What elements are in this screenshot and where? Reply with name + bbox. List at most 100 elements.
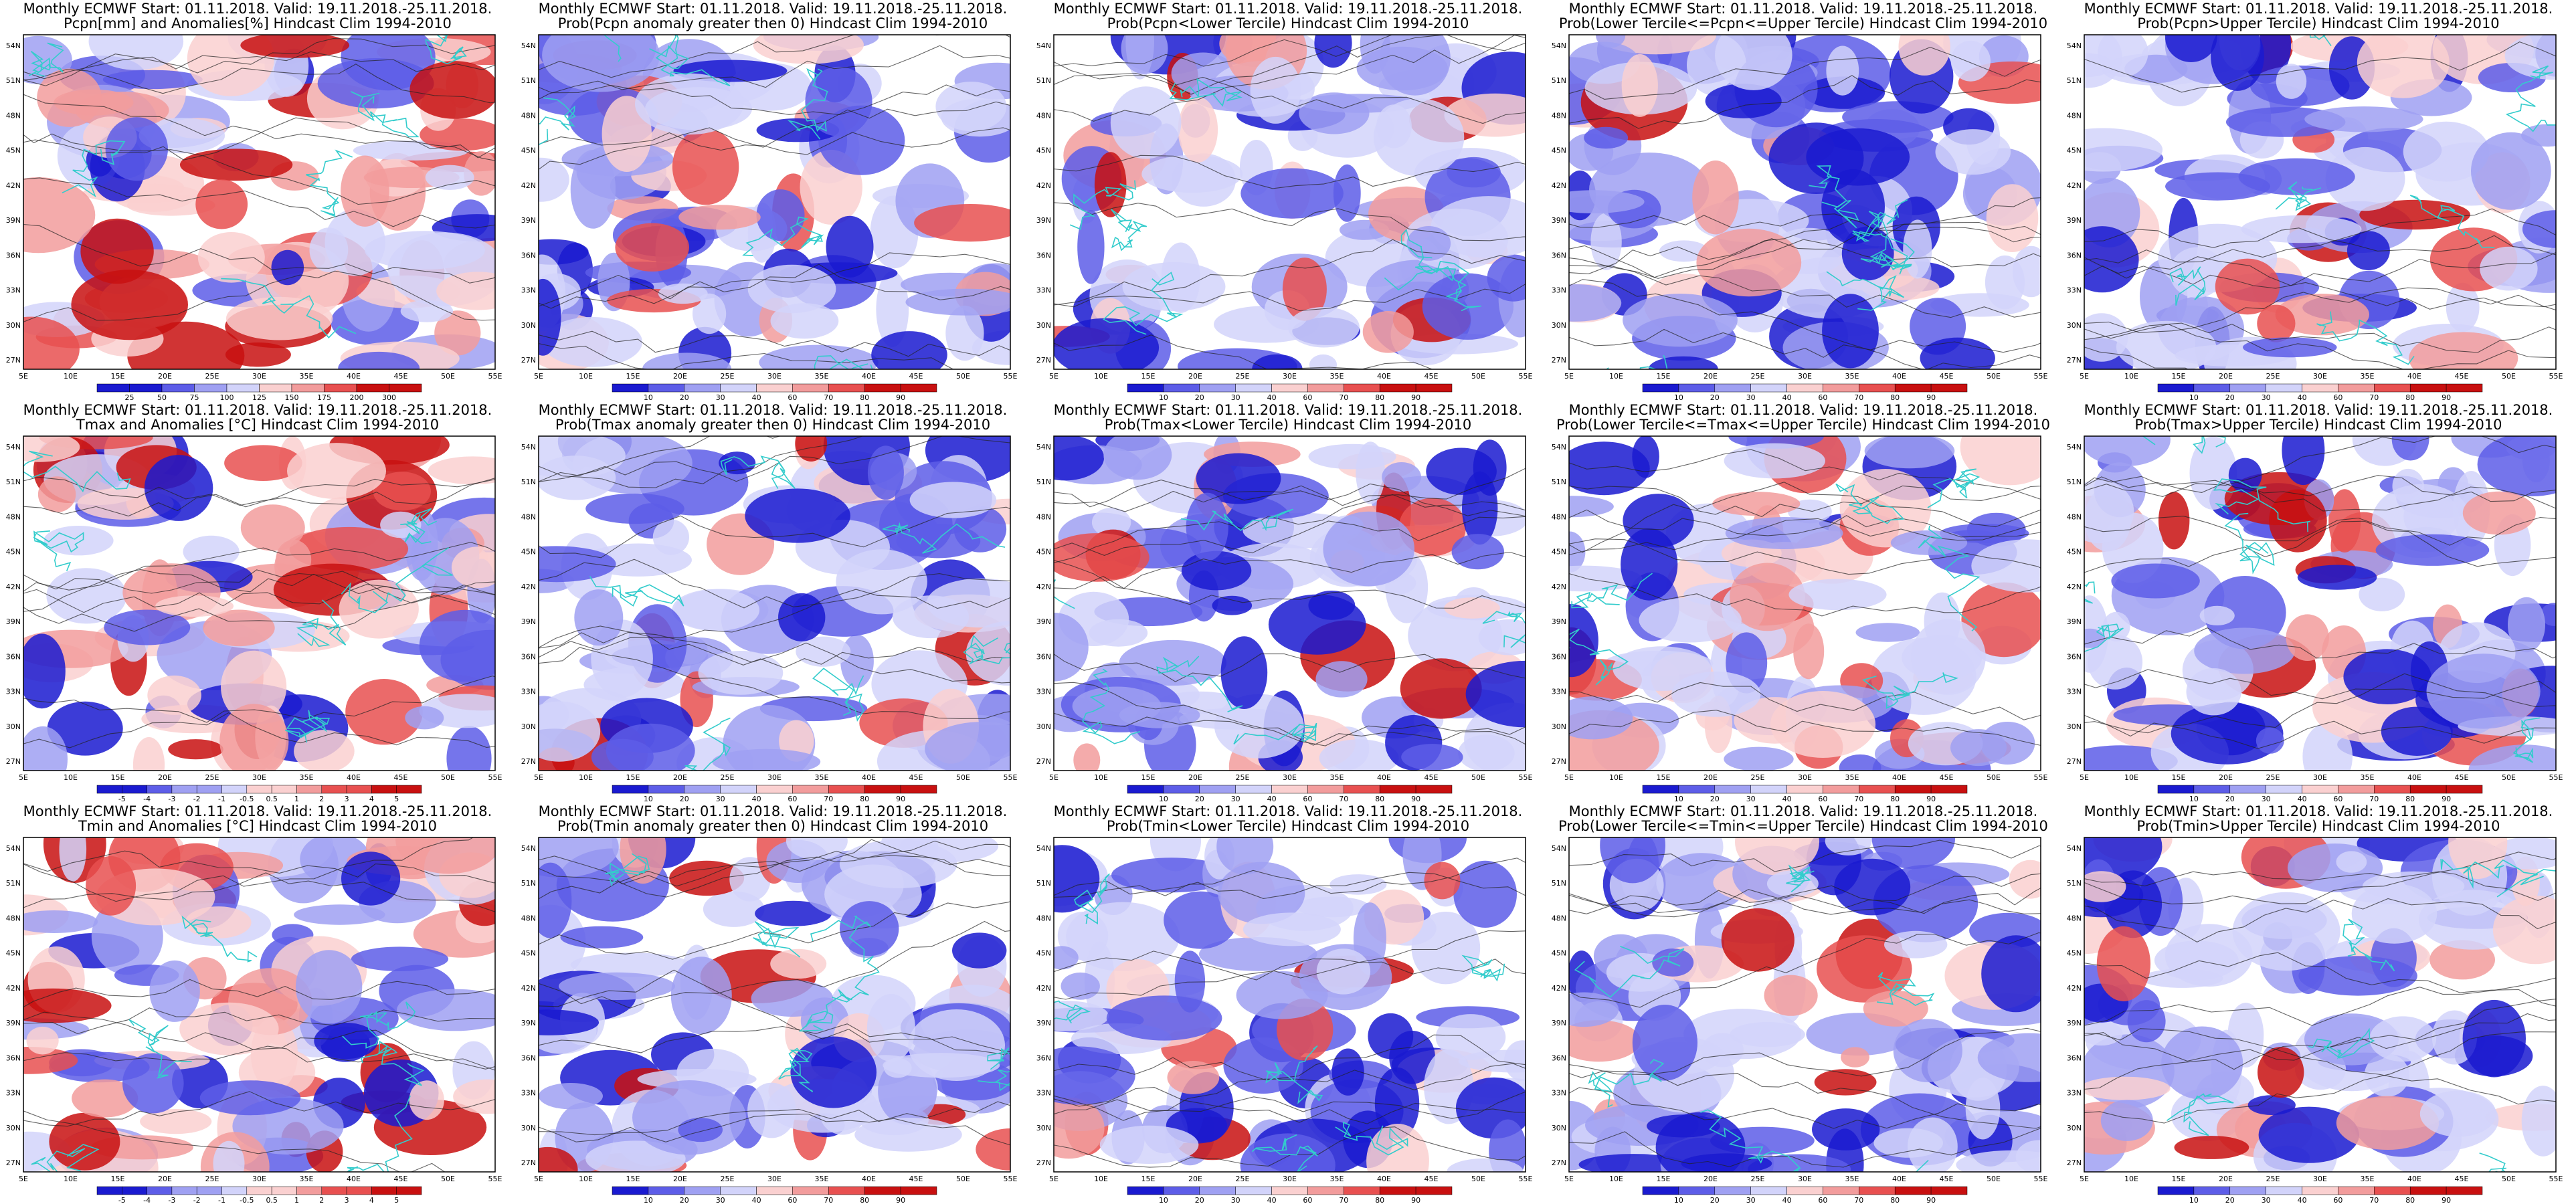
field-patch <box>2158 492 2190 550</box>
contour-line <box>23 712 495 748</box>
lon-tick-label: 20E <box>2219 773 2233 782</box>
lat-tick-label: 30N <box>2067 722 2082 731</box>
panel-title: Monthly ECMWF Start: 01.11.2018. Valid: … <box>1030 1 1546 31</box>
colorbar-label: 40 <box>752 393 761 401</box>
colorbar-label: 90 <box>1926 1196 1936 1204</box>
panel-title-line2: Prob(Lower Tercile<=Tmin<=Upper Tercile)… <box>1558 818 2048 834</box>
colorbar-label: 150 <box>285 393 299 401</box>
field-patch <box>2186 668 2241 716</box>
colorbar-segment <box>2374 1186 2411 1195</box>
field-patch <box>1855 623 1920 642</box>
field-patch <box>1250 56 1301 124</box>
colorbar-label: 40 <box>1782 1196 1792 1204</box>
field-patch <box>1164 891 1238 949</box>
colorbar-segment <box>2409 785 2447 794</box>
field-patch <box>1960 436 2041 486</box>
field-patch <box>1834 858 1911 916</box>
field-patch <box>1110 86 1182 159</box>
field-patch <box>1054 533 1149 582</box>
colorbar-label: 90 <box>896 795 905 803</box>
colorbar-label: 100 <box>220 393 234 401</box>
coastline <box>1569 628 1629 686</box>
colorbar-segment <box>226 383 260 393</box>
contour-line <box>1569 218 2041 278</box>
colorbar-segment <box>720 1186 757 1195</box>
lon-tick-label: 50E <box>441 1175 455 1183</box>
coastline <box>539 97 576 146</box>
lon-tick-label: 25E <box>721 372 735 381</box>
colorbar-segment <box>346 1186 372 1195</box>
field-patch <box>2116 320 2217 369</box>
lon-tick-label: 15E <box>626 372 640 381</box>
field-patch <box>1671 672 1761 717</box>
contour-line <box>1054 551 1526 589</box>
contour-line <box>2084 1028 2556 1105</box>
field-patch <box>1655 1112 1746 1172</box>
field-patch <box>965 621 1010 686</box>
contour-line <box>2084 475 2556 502</box>
lon-tick-label: 10E <box>579 372 593 381</box>
contour-line <box>1054 1087 1526 1124</box>
field-patch <box>104 609 191 645</box>
field-patch <box>539 546 616 583</box>
lon-tick-label: 20E <box>158 773 172 782</box>
lon-tick-label: 45E <box>1940 1175 1954 1183</box>
field-patch <box>1659 240 1709 262</box>
colorbar-segment <box>396 1186 422 1195</box>
contour-line <box>23 1011 495 1070</box>
coastline <box>1571 573 1653 609</box>
field-patch <box>2429 940 2495 980</box>
lat-tick-label: 30N <box>521 321 536 330</box>
colorbar-label: -2 <box>193 1196 201 1204</box>
map-panel: Monthly ECMWF Start: 01.11.2018. Valid: … <box>1030 401 1546 803</box>
lon-tick-label: 40E <box>347 1175 361 1183</box>
lon-tick-label: 15E <box>626 773 640 782</box>
colorbar-segment <box>1750 383 1787 393</box>
contour-line <box>1569 239 2041 279</box>
field-patch <box>698 651 784 695</box>
field-patch <box>1903 219 1932 279</box>
lat-tick-label: 33N <box>1552 688 1566 696</box>
colorbar-label: 20 <box>2225 393 2235 401</box>
contour-line <box>23 872 495 912</box>
lon-tick-label: 25E <box>1236 1175 1250 1183</box>
map-frame <box>538 34 1011 370</box>
colorbar-segment <box>196 1186 222 1195</box>
field-patch <box>2232 892 2340 971</box>
field-patch <box>1236 971 1328 1019</box>
lon-tick-label: 25E <box>721 773 735 782</box>
lat-tick-label: 36N <box>6 251 21 260</box>
panel-title-line2: Prob(Pcpn anomaly greater then 0) Hindca… <box>557 15 988 31</box>
field-patch <box>419 609 495 682</box>
colorbar-label: 30 <box>716 795 725 803</box>
colorbar-segment <box>1415 785 1453 794</box>
field-patch <box>1920 337 1995 369</box>
lat-tick-label: 48N <box>521 914 536 922</box>
colorbar-segment <box>321 785 347 794</box>
colorbar-label: 20 <box>1710 393 1720 401</box>
lat-tick-label: 42N <box>1552 181 1566 190</box>
field-patch <box>892 595 970 639</box>
panel-title-line1: Monthly ECMWF Start: 01.11.2018. Valid: … <box>1053 402 1523 418</box>
field-patch <box>2359 199 2470 230</box>
contour-line <box>539 84 1010 115</box>
field-patch <box>542 316 642 367</box>
contour-line <box>2084 322 2556 353</box>
map-panel: Monthly ECMWF Start: 01.11.2018. Valid: … <box>1030 0 1546 401</box>
lat-tick-label: 48N <box>1552 512 1566 521</box>
lat-tick-label: 33N <box>1036 688 1051 696</box>
field-patch <box>1356 441 1386 504</box>
contour-line <box>1569 328 2041 358</box>
lon-tick-label: 35E <box>815 372 829 381</box>
lat-tick-label: 48N <box>2067 512 2082 521</box>
field-patch <box>1977 1033 2041 1082</box>
panel-title-line2: Prob(Tmax<Lower Tercile) Hindcast Clim 1… <box>1104 417 1472 433</box>
contour-line <box>23 676 495 723</box>
colorbar-segment <box>2374 383 2411 393</box>
colorbar-segment <box>1823 383 1859 393</box>
lat-tick-label: 33N <box>2067 688 2082 696</box>
lon-tick-label: 30E <box>767 773 781 782</box>
colorbar-segment <box>194 383 227 393</box>
contour-line <box>1054 494 1526 563</box>
